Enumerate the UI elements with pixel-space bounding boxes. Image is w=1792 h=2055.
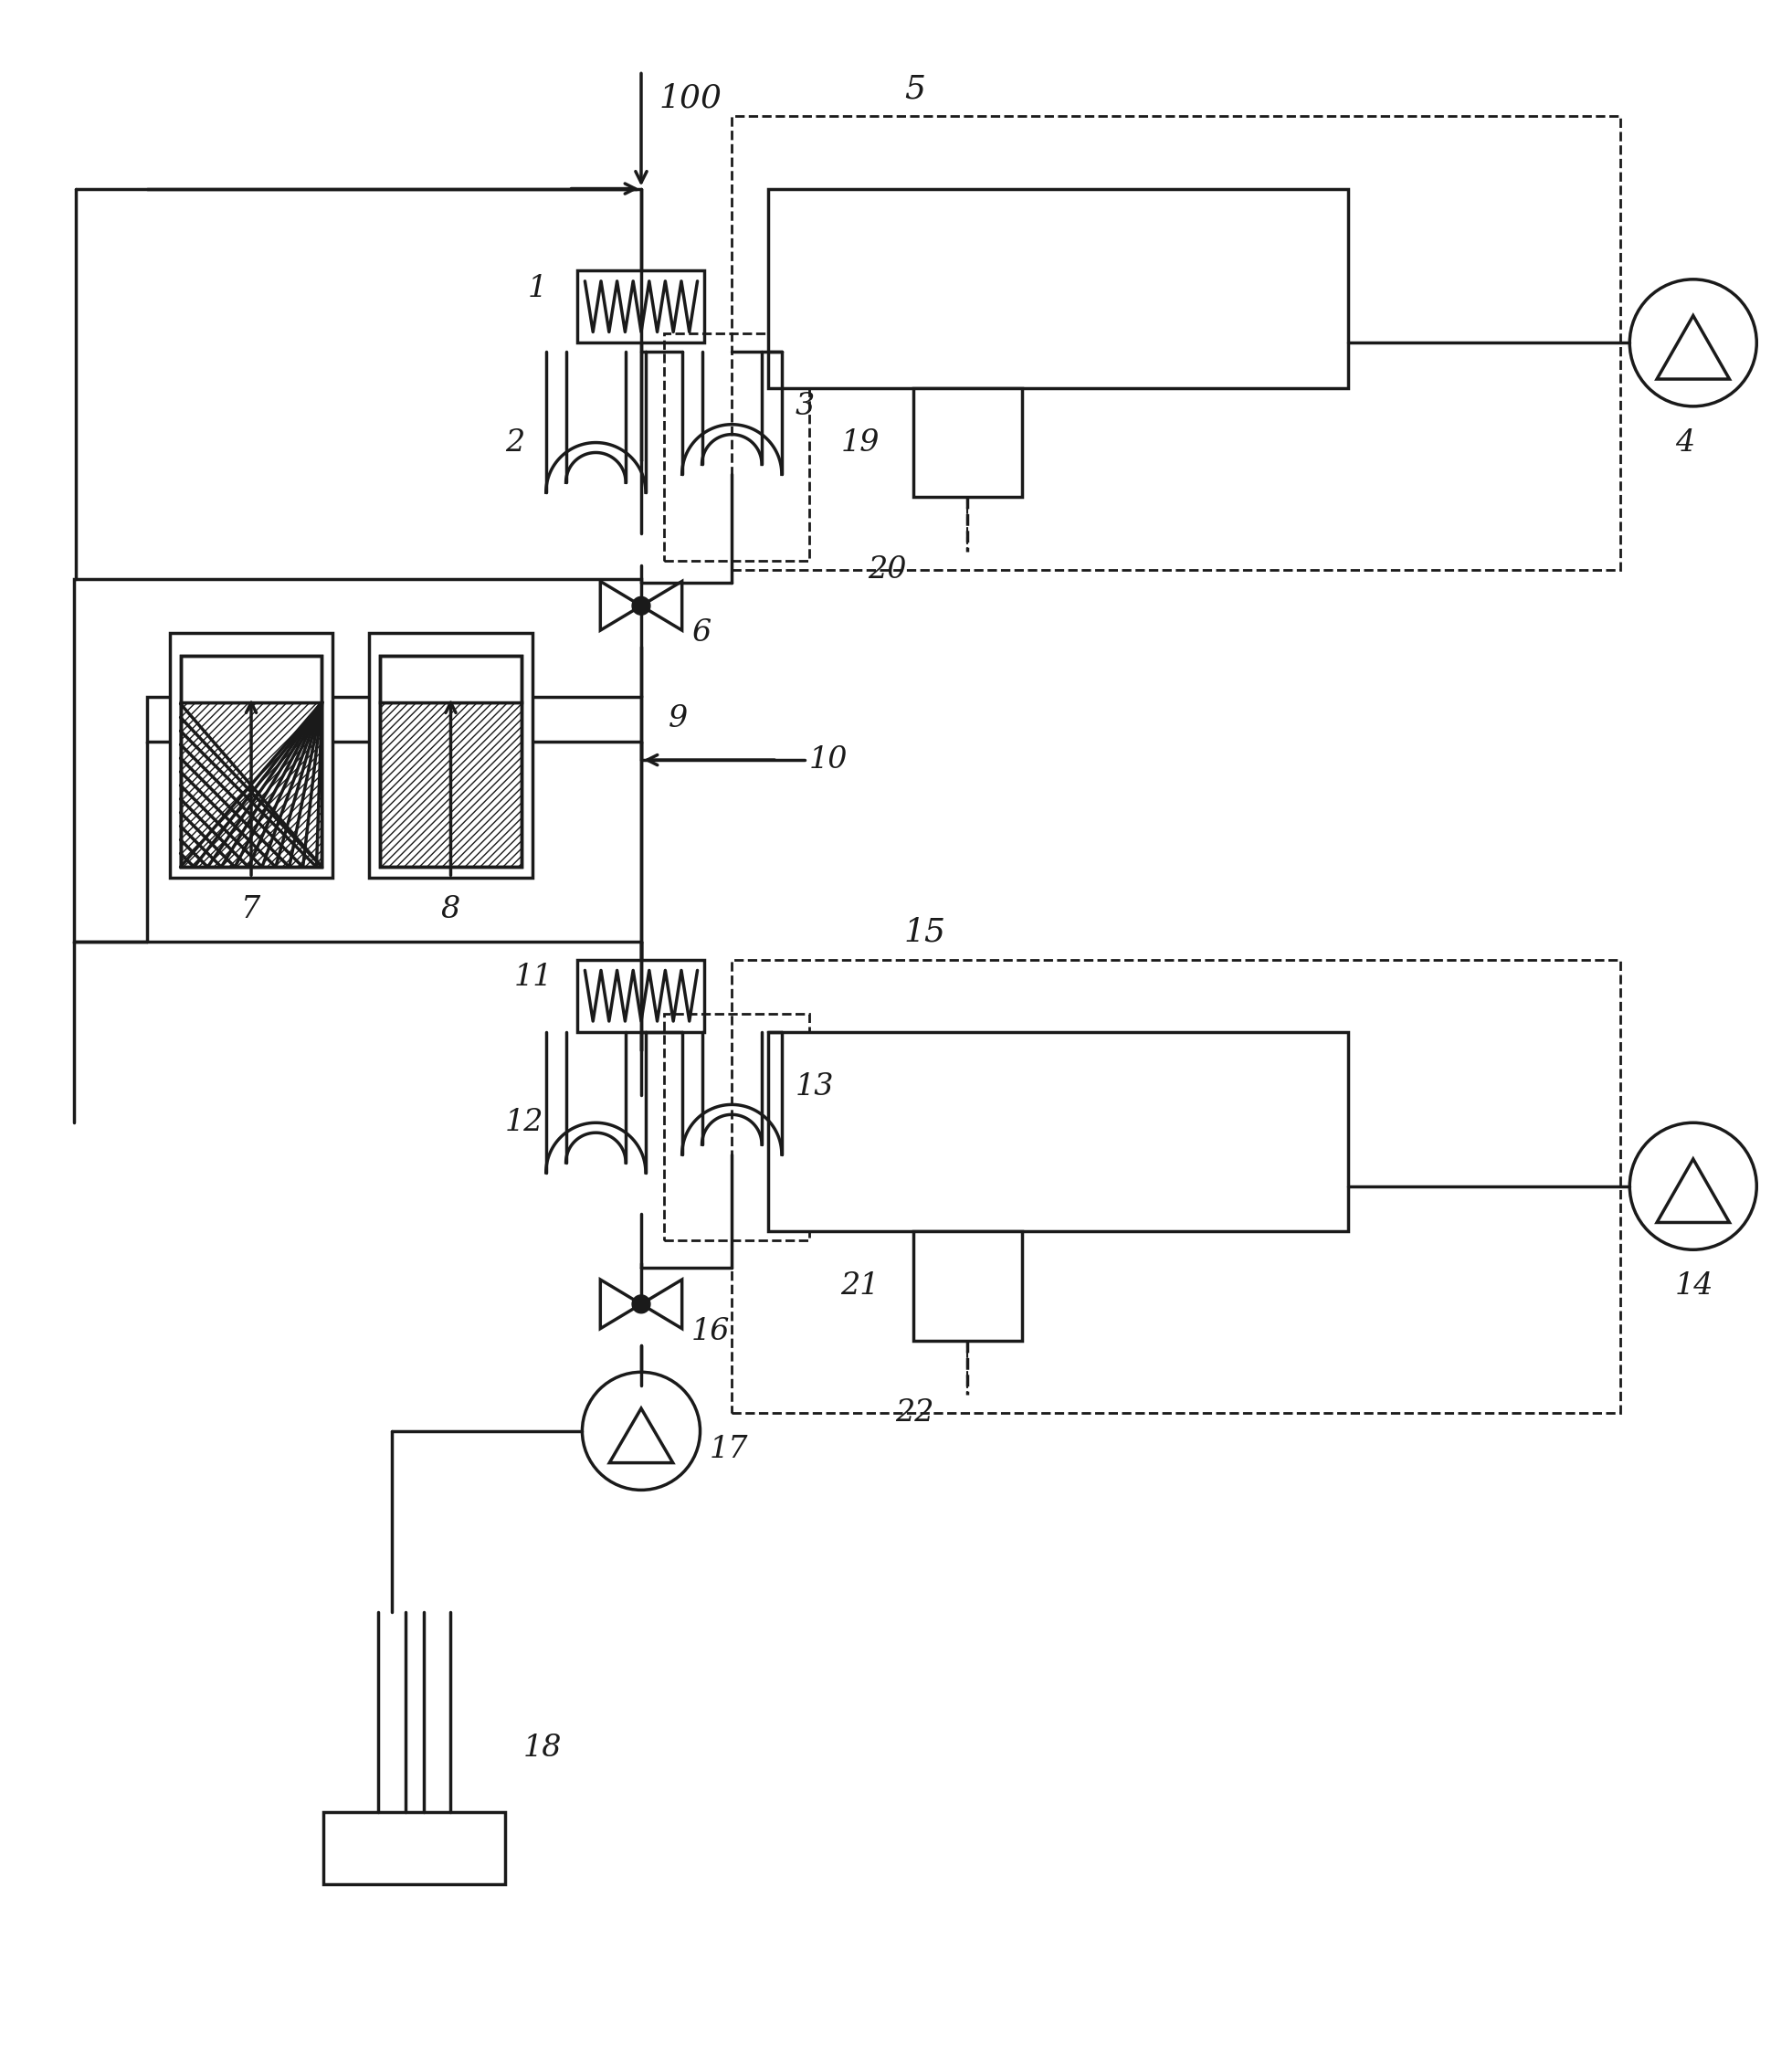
Bar xyxy=(731,960,1620,1414)
Text: 9: 9 xyxy=(668,705,688,734)
Text: 1: 1 xyxy=(529,273,547,302)
Bar xyxy=(731,115,1620,569)
Text: 17: 17 xyxy=(710,1434,747,1463)
Text: 6: 6 xyxy=(692,619,710,647)
Bar xyxy=(369,633,532,877)
Text: 13: 13 xyxy=(796,1073,833,1101)
Bar xyxy=(181,656,323,867)
Text: 15: 15 xyxy=(905,917,946,947)
Bar xyxy=(380,703,521,867)
Bar xyxy=(181,703,323,867)
Text: 8: 8 xyxy=(441,896,461,925)
Bar xyxy=(663,333,808,561)
Bar xyxy=(324,1813,505,1884)
Text: 21: 21 xyxy=(840,1272,880,1301)
Bar xyxy=(577,960,704,1032)
Text: 3: 3 xyxy=(796,393,815,421)
Bar xyxy=(769,1032,1349,1231)
Text: 10: 10 xyxy=(808,746,848,775)
Text: 18: 18 xyxy=(523,1734,563,1763)
Text: 22: 22 xyxy=(894,1397,934,1428)
Bar xyxy=(181,656,323,703)
Text: 4: 4 xyxy=(1676,427,1695,456)
Text: 5: 5 xyxy=(905,74,925,105)
Text: 19: 19 xyxy=(840,427,880,456)
Bar xyxy=(73,580,642,941)
Text: 7: 7 xyxy=(242,896,262,925)
Text: 12: 12 xyxy=(505,1108,545,1136)
Bar xyxy=(577,271,704,343)
Bar xyxy=(914,1231,1021,1340)
Bar xyxy=(181,703,323,867)
Bar xyxy=(380,656,521,867)
Bar xyxy=(663,1013,808,1241)
Bar xyxy=(914,388,1021,497)
Circle shape xyxy=(633,596,650,614)
Circle shape xyxy=(633,1295,650,1313)
Text: 14: 14 xyxy=(1676,1272,1713,1301)
Bar xyxy=(380,656,521,703)
Text: 2: 2 xyxy=(505,427,525,456)
Text: 20: 20 xyxy=(867,555,907,584)
Text: 16: 16 xyxy=(692,1317,729,1346)
Bar xyxy=(170,633,333,877)
Bar xyxy=(769,189,1349,388)
Text: 100: 100 xyxy=(659,82,722,113)
Bar xyxy=(147,697,642,742)
Text: 11: 11 xyxy=(514,964,554,993)
